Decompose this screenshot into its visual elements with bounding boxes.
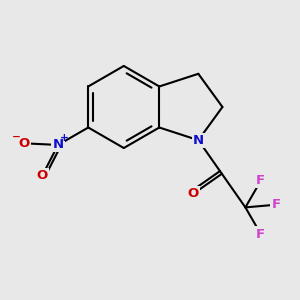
Text: F: F	[256, 174, 265, 187]
Text: O: O	[37, 169, 48, 182]
Text: N: N	[193, 134, 204, 147]
Text: O: O	[188, 187, 199, 200]
Text: −: −	[12, 132, 21, 142]
Text: F: F	[272, 198, 280, 211]
Text: F: F	[256, 227, 265, 241]
Text: +: +	[60, 134, 69, 143]
Text: N: N	[52, 138, 64, 152]
Text: O: O	[18, 137, 30, 150]
